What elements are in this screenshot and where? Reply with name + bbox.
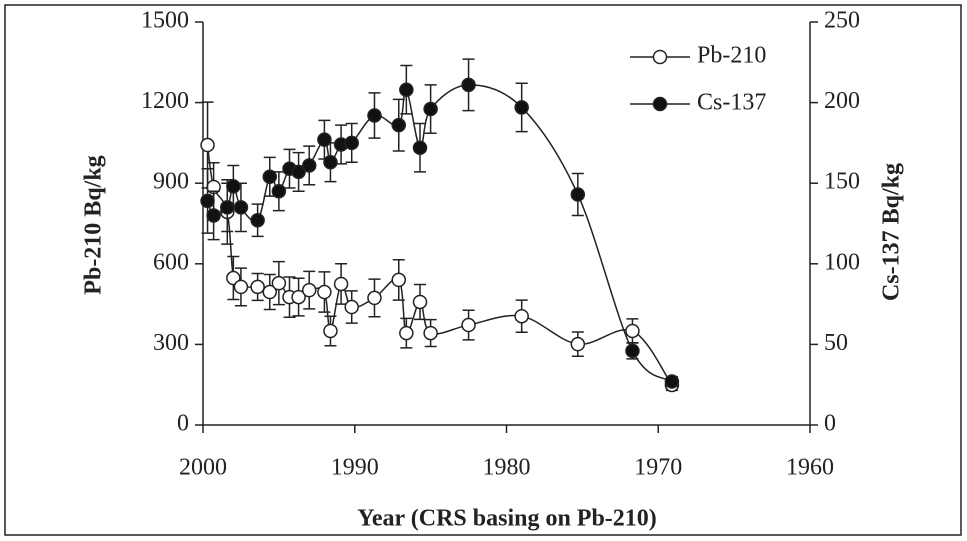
- point: [367, 108, 382, 123]
- point: [271, 275, 287, 291]
- point: [200, 193, 215, 209]
- x-tick-label: 2000: [179, 455, 227, 481]
- y2-axis-label: Cs-137 Bq/kg: [879, 163, 905, 301]
- y2-tick-label: 150: [824, 169, 860, 195]
- point: [301, 282, 317, 298]
- point: [333, 276, 349, 292]
- point: [423, 101, 438, 117]
- x-tick-label: 1980: [483, 455, 531, 481]
- point: [291, 164, 306, 180]
- point: [262, 284, 278, 300]
- point: [625, 343, 640, 359]
- x-tick-label: 1960: [786, 455, 834, 481]
- point: [399, 82, 414, 97]
- y-tick-label: 0: [177, 411, 189, 437]
- point: [399, 325, 414, 341]
- legend-label: Pb-210: [697, 43, 766, 69]
- legend-label: Cs-137: [697, 90, 766, 116]
- y-tick-label: 900: [153, 169, 189, 195]
- y2-tick-label: 100: [824, 249, 860, 275]
- y-tick-label: 1200: [141, 88, 189, 114]
- point: [291, 289, 306, 305]
- y2-tick-label: 0: [824, 411, 836, 437]
- point: [233, 279, 249, 295]
- legend-marker: [652, 49, 668, 65]
- point: [323, 154, 338, 170]
- x-tick-label: 1970: [634, 455, 682, 481]
- point: [323, 323, 338, 339]
- point: [206, 208, 221, 223]
- point: [514, 100, 529, 115]
- y2-tick-label: 250: [824, 8, 860, 34]
- y-tick-label: 1500: [141, 8, 189, 34]
- point: [514, 308, 529, 324]
- point: [412, 294, 428, 310]
- point: [317, 132, 332, 147]
- x-axis-label: Year (CRS basing on Pb-210): [357, 506, 657, 532]
- x-tick-label: 1990: [331, 455, 379, 481]
- legend-marker: [652, 96, 668, 112]
- point: [220, 200, 235, 215]
- point: [664, 374, 680, 389]
- point: [271, 184, 287, 199]
- point: [317, 284, 332, 300]
- point: [200, 137, 215, 153]
- point: [344, 299, 359, 315]
- point: [250, 213, 265, 228]
- point: [461, 77, 476, 93]
- point: [570, 336, 586, 352]
- point: [226, 179, 241, 194]
- point: [301, 158, 317, 173]
- point: [262, 169, 278, 185]
- y2-tick-label: 200: [824, 88, 860, 114]
- frame: [4, 4, 962, 536]
- y2-tick-label: 50: [824, 330, 848, 356]
- point: [367, 290, 382, 306]
- point: [570, 187, 586, 202]
- point: [250, 279, 265, 295]
- point: [391, 117, 407, 133]
- point: [344, 135, 359, 151]
- point: [412, 140, 428, 155]
- y-tick-label: 300: [153, 330, 189, 356]
- point: [423, 325, 438, 341]
- y-axis-label: Pb-210 Bq/kg: [81, 155, 107, 294]
- point: [461, 317, 476, 333]
- y-tick-label: 600: [153, 249, 189, 275]
- point: [391, 272, 407, 288]
- point: [625, 323, 640, 339]
- point: [233, 200, 249, 215]
